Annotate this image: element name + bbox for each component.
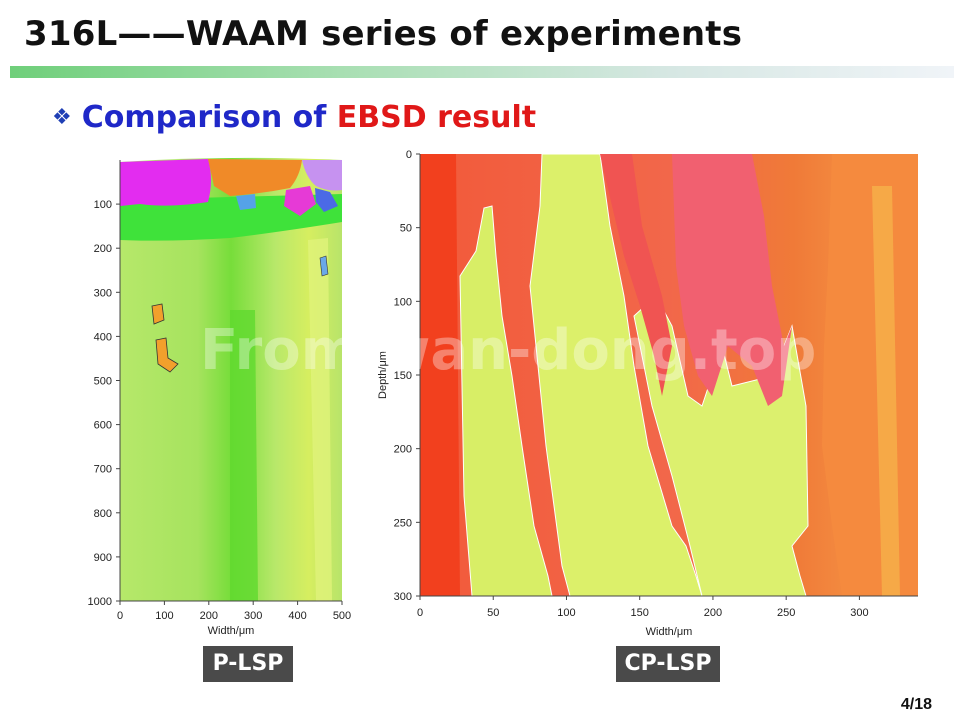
left-y-tick-label: 200	[94, 243, 112, 255]
right-x-tick-label: 50	[487, 607, 499, 619]
section-subtitle: ❖ Comparison of EBSD result	[52, 100, 536, 135]
left-y-tick-label: 100	[94, 199, 112, 211]
right-x-tick-label: 300	[850, 607, 868, 619]
subtitle-prefix: Comparison of	[81, 100, 337, 135]
ebsd-map-cp-lsp: 0 50 100 150 200 250 300 0 50 100 150 200 250 300 Wi…	[372, 146, 928, 642]
right-y-axis-label: Depth/μm	[377, 351, 389, 399]
left-violet-grain	[302, 160, 342, 191]
left-y-tick-label: 500	[94, 376, 112, 388]
left-dark-green-stripe	[230, 310, 258, 601]
right-y-tick-label: 150	[394, 370, 412, 382]
left-y-tick-label: 400	[94, 331, 112, 343]
right-y-tick-label: 100	[394, 296, 412, 308]
left-light-stripe	[308, 238, 332, 601]
left-y-tick-label: 800	[94, 508, 112, 520]
right-x-tick-label: 250	[777, 607, 795, 619]
left-x-tick-label: 0	[117, 610, 123, 622]
left-x-tick-label: 500	[333, 610, 351, 622]
right-red-grain	[600, 154, 672, 396]
left-y-tick-label: 600	[94, 420, 112, 432]
left-x-tick-label: 200	[200, 610, 218, 622]
left-y-tick-label: 1000	[88, 596, 112, 608]
right-orange-grain	[822, 154, 918, 596]
left-y-tick-label: 300	[94, 287, 112, 299]
label-p-lsp: P-LSP	[203, 646, 293, 682]
right-yellow-grain-2	[529, 153, 703, 597]
left-x-axis-label: Width/μm	[208, 625, 255, 637]
right-y-tick-label: 200	[394, 444, 412, 456]
left-x-tick-label: 400	[288, 610, 306, 622]
right-y-tick-label: 250	[394, 517, 412, 529]
left-x-tick-label: 300	[244, 610, 262, 622]
left-y-tick-label: 900	[94, 552, 112, 564]
left-magenta-grain	[120, 159, 211, 206]
left-orange-island-1	[151, 303, 165, 325]
diamond-bullet-icon: ❖	[52, 105, 72, 130]
ebsd-map-p-lsp: 0 100 200 300 400 500 100 200 300 400 500 600 700 80…	[80, 150, 370, 640]
left-orange-grain	[208, 159, 302, 196]
left-blue-grain-2	[236, 194, 256, 210]
slide-title: 316L——WAAM series of experiments	[24, 14, 743, 54]
right-yellow-orange-strip	[872, 186, 900, 596]
ebsd-map-left-svg: 0 100 200 300 400 500 100 200 300 400 500 600 700 80…	[88, 157, 351, 637]
right-y-tick-label: 300	[394, 591, 412, 603]
right-x-tick-label: 200	[704, 607, 722, 619]
right-x-tick-label: 150	[631, 607, 649, 619]
left-pink-grain	[284, 186, 316, 216]
left-y-tick-label: 700	[94, 464, 112, 476]
title-underline-bar	[10, 66, 954, 78]
label-cp-lsp: CP-LSP	[616, 646, 720, 682]
left-blue-speck	[319, 255, 329, 277]
right-x-tick-label: 0	[417, 607, 423, 619]
left-blue-grain-1	[315, 188, 338, 212]
right-y-tick-label: 0	[406, 149, 412, 161]
right-yellow-grain-3	[633, 295, 809, 597]
left-x-tick-label: 100	[155, 610, 173, 622]
left-orange-island-2	[155, 337, 179, 373]
right-y-tick-label: 50	[400, 223, 412, 235]
right-red-band	[420, 154, 460, 596]
right-x-tick-label: 100	[557, 607, 575, 619]
page-number: 4/18	[900, 696, 932, 713]
right-x-axis-label: Width/μm	[646, 626, 693, 638]
subtitle-highlight: EBSD result	[336, 100, 537, 135]
right-pink-grain	[672, 154, 792, 406]
ebsd-map-right-svg: 0 50 100 150 200 250 300 0 50 100 150 200 250 300 Wi…	[377, 149, 918, 638]
